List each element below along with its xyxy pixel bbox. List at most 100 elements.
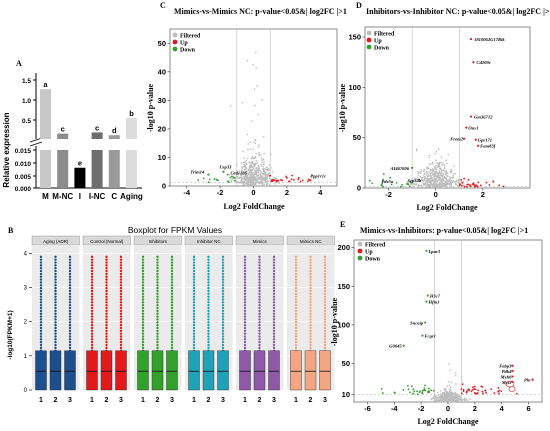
- point-filtered: [433, 183, 435, 186]
- bar-a-sig-letter: c: [61, 125, 65, 134]
- point-filtered: [254, 164, 257, 166]
- gene-label: Gpr171: [478, 138, 492, 143]
- gene-label: Frem2: [450, 137, 463, 142]
- legend-swatch: [172, 46, 178, 52]
- boxplot-outlier: [258, 267, 261, 270]
- boxplot-outlier: [68, 329, 72, 333]
- point-filtered: [440, 156, 443, 158]
- boxplot-outlier: [207, 329, 210, 333]
- ytick-label: 50: [158, 39, 166, 48]
- boxplot-outlier: [141, 292, 145, 296]
- bar-a-xlabel: I: [79, 192, 81, 201]
- point-filtered: [433, 182, 435, 185]
- boxplot-outlier: [54, 272, 57, 276]
- boxplot-outlier: [119, 278, 123, 281]
- boxplot-outlier: [221, 312, 225, 315]
- point-down: [395, 181, 398, 184]
- xtick-label: 0: [251, 188, 255, 197]
- boxplot-outlier: [170, 306, 174, 310]
- point-filtered: [235, 180, 237, 183]
- boxplot-outlier: [258, 275, 261, 278]
- point-filtered: [457, 181, 459, 184]
- panel-b-letter: B: [8, 226, 14, 235]
- point-filtered: [251, 162, 254, 165]
- point-up: [460, 178, 463, 181]
- point-filtered: [268, 164, 271, 167]
- boxplot-outlier: [68, 312, 72, 315]
- point-filtered: [428, 178, 431, 181]
- point-filtered: [243, 163, 245, 166]
- boxplot-outlier: [272, 321, 276, 324]
- boxplot-outlier: [90, 261, 94, 264]
- point-up: [497, 390, 500, 393]
- point-filtered: [251, 177, 253, 180]
- point-filtered: [449, 397, 451, 399]
- point-labeled: [469, 37, 473, 41]
- point-filtered: [444, 389, 447, 392]
- boxplot-outlier: [39, 309, 43, 313]
- point-filtered: [444, 400, 447, 403]
- point-filtered: [273, 177, 275, 179]
- boxplot-outlier: [323, 255, 327, 259]
- point-filtered: [230, 178, 233, 181]
- boxplot-outlier: [68, 292, 72, 296]
- boxplot-outlier: [156, 295, 159, 298]
- boxplot-outlier: [39, 258, 43, 261]
- boxplot-outlier: [207, 309, 210, 313]
- point-filtered: [447, 397, 449, 400]
- point-up: [458, 184, 461, 187]
- point-filtered: [254, 182, 256, 185]
- point-filtered: [434, 181, 437, 184]
- boxplot-outlier: [309, 323, 312, 327]
- boxplot-outlier: [39, 340, 43, 344]
- gene-label: Gm36712: [474, 115, 493, 120]
- boxplot-outlier: [243, 309, 247, 313]
- point-filtered: [241, 173, 243, 176]
- boxplot-outlier: [323, 309, 327, 313]
- boxplot-outlier: [170, 346, 174, 350]
- bar-a-lower-M-NC: [57, 150, 69, 188]
- point-filtered: [265, 181, 267, 183]
- point-filtered: [448, 384, 451, 387]
- boxplot-outlier: [272, 295, 276, 298]
- point-filtered: [255, 170, 258, 173]
- point-filtered: [243, 178, 246, 180]
- point-filtered: [450, 168, 453, 171]
- boxplot-box: [100, 350, 113, 391]
- point-filtered: [263, 183, 265, 186]
- point-filtered: [429, 172, 432, 175]
- point-filtered: [252, 64, 254, 66]
- boxplot-outlier: [170, 332, 174, 335]
- point-filtered: [236, 175, 238, 178]
- point-filtered: [446, 385, 449, 387]
- point-filtered: [246, 177, 249, 180]
- boxplot-outlier: [68, 278, 72, 281]
- boxplot-outlier: [258, 295, 261, 298]
- point-filtered: [439, 399, 441, 401]
- gene-label: AI467606: [390, 166, 410, 171]
- point-filtered: [242, 150, 244, 153]
- point-filtered: [431, 176, 433, 179]
- legend-label: Up: [180, 40, 188, 46]
- point-filtered: [469, 398, 471, 401]
- point-up: [291, 174, 294, 177]
- boxplot-outlier: [207, 298, 210, 301]
- point-filtered: [450, 389, 452, 391]
- boxplot-outlier: [323, 329, 327, 333]
- point-filtered: [230, 180, 233, 183]
- point-filtered: [251, 160, 254, 163]
- point-filtered: [467, 399, 469, 401]
- point-labeled: [425, 300, 428, 303]
- boxplot-outlier: [90, 286, 94, 290]
- boxplot-outlier: [258, 332, 261, 335]
- boxplot-outlier: [207, 292, 210, 296]
- point-filtered: [452, 399, 454, 402]
- point-filtered: [436, 162, 439, 164]
- boxplot-outlier: [192, 335, 196, 338]
- point-up: [481, 386, 484, 388]
- point-down: [430, 389, 433, 392]
- point-up: [473, 184, 476, 187]
- point-down: [229, 176, 232, 179]
- point-filtered: [431, 178, 434, 181]
